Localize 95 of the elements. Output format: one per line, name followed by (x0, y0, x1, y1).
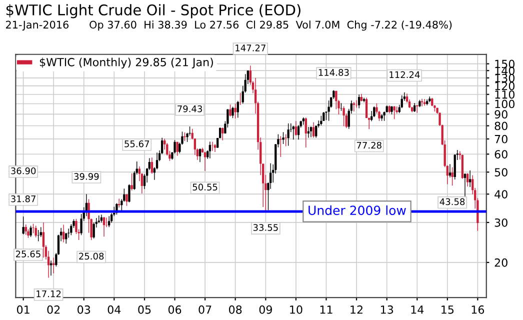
x-tick-label: 15 (442, 306, 454, 314)
candlestick (50, 260, 52, 276)
annotation: 17.12 (36, 290, 61, 298)
x-tick-label: 16 (472, 305, 484, 314)
candlestick (393, 106, 396, 120)
y-tick-label: 110 (495, 90, 514, 99)
candlestick (373, 106, 376, 118)
candlestick (461, 154, 464, 180)
candlestick (52, 257, 55, 274)
y-tick-label: 20 (494, 258, 508, 267)
y-tick-label: 40 (494, 190, 508, 198)
candlestick (22, 216, 24, 235)
chart-title: $WTIC Light Crude Oil - Spot Price (EOD) (6, 4, 300, 18)
annotation: 79.43 (178, 105, 202, 112)
x-tick-label: 13 (381, 305, 394, 314)
y-tick-label: 30 (494, 218, 508, 227)
candlestick (198, 148, 202, 163)
x-tick-label: 05 (138, 305, 151, 314)
annotation: 39.99 (74, 173, 99, 180)
candlestick (102, 216, 106, 237)
y-tick-label: 80 (494, 122, 508, 130)
annotation: 25.65 (16, 250, 40, 258)
candlestick (40, 226, 42, 238)
candlestick (328, 100, 330, 122)
annotation: 114.83 (318, 69, 349, 76)
candlestick (222, 127, 224, 141)
candlestick (355, 100, 358, 108)
x-tick-label: 06 (168, 305, 182, 314)
candlestick (468, 170, 472, 188)
annotation: 77.28 (356, 142, 382, 149)
x-tick-label: 11 (320, 306, 332, 314)
y-tick-label: 100 (495, 100, 514, 108)
candlestick (358, 94, 360, 109)
candlestick (108, 216, 110, 228)
y-tick-label: 120 (495, 82, 514, 90)
legend-label: $WTIC (Monthly) 29.85 (21 Jan) (40, 58, 213, 68)
candlestick (342, 106, 345, 127)
candlestick (448, 164, 452, 178)
x-tick-label: 03 (78, 305, 90, 314)
y-tick-label: 60 (494, 150, 508, 159)
candlestick (466, 172, 469, 187)
candlestick (92, 222, 95, 239)
candlestick (229, 104, 232, 117)
candlestick (30, 225, 32, 238)
candlestick (234, 103, 236, 119)
chart-subtitle: 21-Jan-2016 Op 37.60 Hi 38.39 Lo 27.56 Cl 29.85 Vol 7.0M Chg -7.22 (-19.48%) (6, 20, 452, 31)
candlestick (370, 110, 373, 122)
candlestick (352, 102, 356, 112)
candlestick (451, 166, 454, 186)
candlestick (150, 157, 154, 174)
candlestick (236, 100, 239, 118)
candlestick (312, 122, 315, 138)
x-tick-label: 12 (350, 305, 362, 314)
ref-line-label: Under 2009 low (308, 205, 406, 216)
candlestick (214, 144, 216, 152)
annotation: 55.67 (124, 140, 150, 148)
candlestick (32, 223, 34, 234)
candlestick (284, 134, 287, 147)
candlestick (294, 120, 298, 136)
annotation: 36.90 (11, 167, 36, 174)
annotation: 147.27 (236, 44, 266, 52)
candlestick (287, 122, 290, 146)
candlestick (176, 141, 178, 156)
candlestick (420, 98, 424, 107)
candlestick (304, 117, 307, 148)
annotation: 25.08 (79, 252, 104, 260)
x-tick-label: 07 (198, 305, 212, 314)
candlestick (42, 222, 45, 258)
x-tick-label: 14 (411, 306, 424, 314)
annotation: 33.55 (253, 224, 278, 231)
candlestick (34, 225, 37, 238)
x-tick-label: 10 (290, 305, 302, 314)
candlestick (232, 106, 234, 118)
candlestick (128, 184, 130, 203)
candlestick (454, 154, 456, 180)
candlestick (130, 172, 133, 191)
x-tick-label: 04 (108, 305, 121, 314)
x-tick-label: 01 (16, 305, 30, 314)
y-tick-label: 50 (494, 168, 508, 176)
annotation: 43.58 (440, 198, 465, 206)
annotation: 50.55 (192, 184, 218, 191)
annotation: 112.24 (390, 71, 420, 78)
annotation: 31.87 (11, 195, 36, 202)
y-tick-label: 70 (494, 134, 508, 144)
candlestick (126, 194, 128, 206)
x-tick-label: 09 (259, 305, 272, 314)
candlestick (297, 124, 300, 140)
candlestick (282, 132, 284, 144)
y-tick-label: 90 (494, 110, 508, 119)
candlestick (362, 97, 366, 103)
candlestick (280, 136, 282, 158)
candlestick (310, 126, 312, 138)
x-tick-label: 02 (47, 305, 60, 314)
x-tick-label: 08 (228, 305, 242, 314)
candlestick (24, 224, 27, 236)
